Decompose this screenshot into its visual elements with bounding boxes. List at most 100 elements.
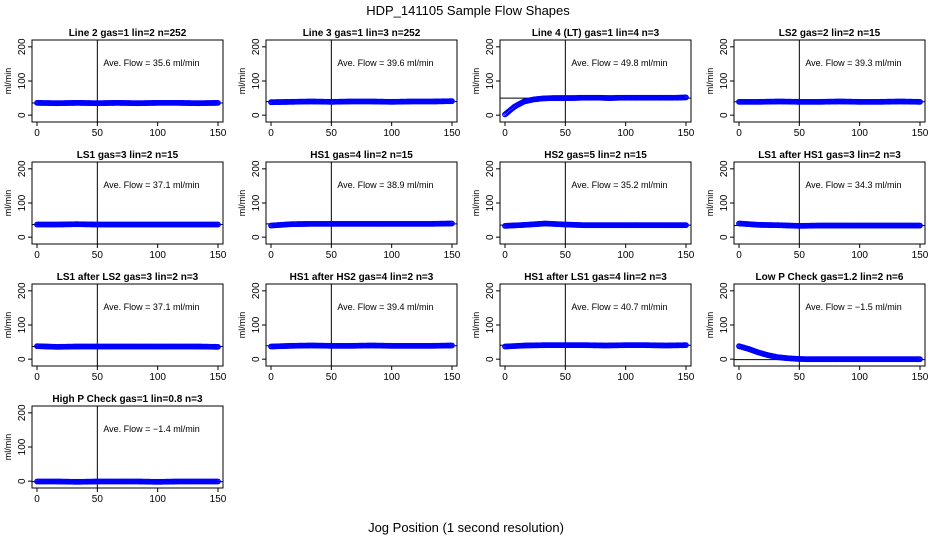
y-tick-label: 200: [17, 282, 28, 299]
x-tick-label: 50: [326, 250, 338, 261]
data-point: [449, 342, 455, 349]
y-tick-label: 100: [251, 316, 262, 333]
average-flow-annotation: Ave. Flow = 35.6 ml/min: [103, 58, 199, 68]
x-tick-label: 0: [268, 128, 274, 139]
panel-7: HS2 gas=5 lin=2 n=15 0 50 100 150 0 100 200 ml/m…: [471, 150, 695, 261]
y-tick-label: 100: [485, 316, 496, 333]
x-tick-label: 0: [502, 250, 508, 261]
y-tick-label: 0: [17, 112, 28, 118]
y-tick-label: 0: [17, 356, 28, 362]
x-tick-label: 100: [617, 250, 634, 261]
panel-title: High P Check gas=1 lin=0.8 n=3: [52, 394, 203, 405]
x-tick-label: 100: [851, 250, 868, 261]
x-tick-label: 50: [794, 128, 806, 139]
x-tick-label: 0: [502, 372, 508, 383]
y-axis-label: ml/min: [705, 190, 715, 217]
x-tick-label: 0: [268, 372, 274, 383]
x-tick-label: 100: [851, 128, 868, 139]
y-axis-label: ml/min: [237, 312, 247, 339]
data-point: [449, 220, 455, 227]
data-point: [917, 98, 923, 105]
y-tick-label: 100: [485, 194, 496, 211]
x-tick-label: 100: [383, 250, 400, 261]
y-tick-label: 100: [17, 72, 28, 89]
x-tick-label: 100: [149, 250, 166, 261]
panel-title: LS1 gas=3 lin=2 n=15: [77, 150, 179, 161]
y-axis-label: ml/min: [3, 434, 13, 461]
panel-5: LS1 gas=3 lin=2 n=15 0 50 100 150 0 100 200 ml/m…: [3, 150, 227, 261]
panel-frame: [265, 161, 458, 245]
panel-frame: [31, 283, 224, 367]
data-point: [917, 222, 923, 229]
y-tick-label: 100: [17, 316, 28, 333]
panel-title: LS1 after LS2 gas=3 lin=2 n=3: [57, 272, 199, 283]
x-tick-label: 100: [383, 128, 400, 139]
y-axis-label: ml/min: [237, 190, 247, 217]
x-tick-label: 0: [736, 250, 742, 261]
panel-8: LS1 after HS1 gas=3 lin=2 n=3 0 50 100 150 0 1…: [705, 150, 929, 261]
panel-13: High P Check gas=1 lin=0.8 n=3 0 50 100 150 0…: [3, 394, 227, 505]
x-tick-label: 150: [210, 128, 227, 139]
panel-title: Line 4 (LT) gas=1 lin=4 n=3: [532, 28, 660, 39]
panel-9: LS1 after LS2 gas=3 lin=2 n=3 0 50 100 150 0 1…: [3, 272, 227, 383]
x-tick-label: 100: [149, 494, 166, 505]
y-tick-label: 0: [251, 112, 262, 118]
average-flow-annotation: Ave. Flow = 37.1 ml/min: [103, 180, 199, 190]
x-tick-label: 150: [210, 250, 227, 261]
x-tick-label: 50: [92, 494, 104, 505]
x-tick-label: 150: [912, 372, 929, 383]
y-tick-label: 100: [251, 194, 262, 211]
y-tick-label: 200: [719, 38, 730, 55]
x-tick-label: 50: [794, 250, 806, 261]
y-tick-label: 0: [485, 234, 496, 240]
x-tick-label: 150: [444, 250, 461, 261]
x-tick-label: 50: [92, 128, 104, 139]
y-tick-label: 0: [719, 234, 730, 240]
y-tick-label: 0: [17, 478, 28, 484]
y-tick-label: 200: [485, 282, 496, 299]
x-tick-label: 150: [210, 494, 227, 505]
panel-frame: [31, 405, 224, 489]
y-axis-label: ml/min: [237, 68, 247, 95]
panel-3: Line 4 (LT) gas=1 lin=4 n=3 0 50 100 150 0 100…: [471, 28, 695, 139]
y-tick-label: 100: [17, 194, 28, 211]
x-tick-label: 0: [502, 128, 508, 139]
y-tick-label: 100: [719, 194, 730, 211]
y-tick-label: 100: [719, 316, 730, 333]
average-flow-annotation: Ave. Flow = 39.3 ml/min: [805, 58, 901, 68]
x-tick-label: 100: [383, 372, 400, 383]
x-tick-label: 150: [912, 250, 929, 261]
x-tick-label: 150: [444, 372, 461, 383]
average-flow-annotation: Ave. Flow = 35.2 ml/min: [571, 180, 667, 190]
data-point: [683, 222, 689, 229]
x-tick-label: 50: [92, 372, 104, 383]
y-tick-label: 200: [719, 160, 730, 177]
y-axis-label: ml/min: [705, 312, 715, 339]
data-point: [215, 99, 221, 106]
x-tick-label: 50: [560, 372, 572, 383]
x-tick-label: 0: [34, 494, 40, 505]
panel-6: HS1 gas=4 lin=2 n=15 0 50 100 150 0 100 200 ml/m…: [237, 150, 461, 261]
y-tick-label: 200: [251, 38, 262, 55]
figure-xlabel: Jog Position (1 second resolution): [368, 520, 564, 535]
x-tick-label: 150: [678, 250, 695, 261]
data-point: [917, 356, 923, 363]
y-tick-label: 200: [719, 282, 730, 299]
x-tick-label: 150: [912, 128, 929, 139]
y-axis-label: ml/min: [3, 190, 13, 217]
x-tick-label: 100: [617, 372, 634, 383]
panel-10: HS1 after HS2 gas=4 lin=2 n=3 0 50 100 150 0 1…: [237, 272, 461, 383]
y-tick-label: 0: [485, 356, 496, 362]
panel-title: HS1 gas=4 lin=2 n=15: [310, 150, 413, 161]
y-tick-label: 200: [485, 38, 496, 55]
average-flow-annotation: Ave. Flow = −1.5 ml/min: [805, 302, 901, 312]
data-point: [215, 221, 221, 228]
panel-frame: [265, 39, 458, 123]
y-axis-label: ml/min: [705, 68, 715, 95]
y-axis-label: ml/min: [3, 68, 13, 95]
panel-title: HS1 after HS2 gas=4 lin=2 n=3: [290, 272, 434, 283]
x-tick-label: 100: [149, 128, 166, 139]
y-axis-label: ml/min: [471, 312, 481, 339]
panel-2: Line 3 gas=1 lin=3 n=252 0 50 100 150 0 100 200…: [237, 28, 461, 139]
